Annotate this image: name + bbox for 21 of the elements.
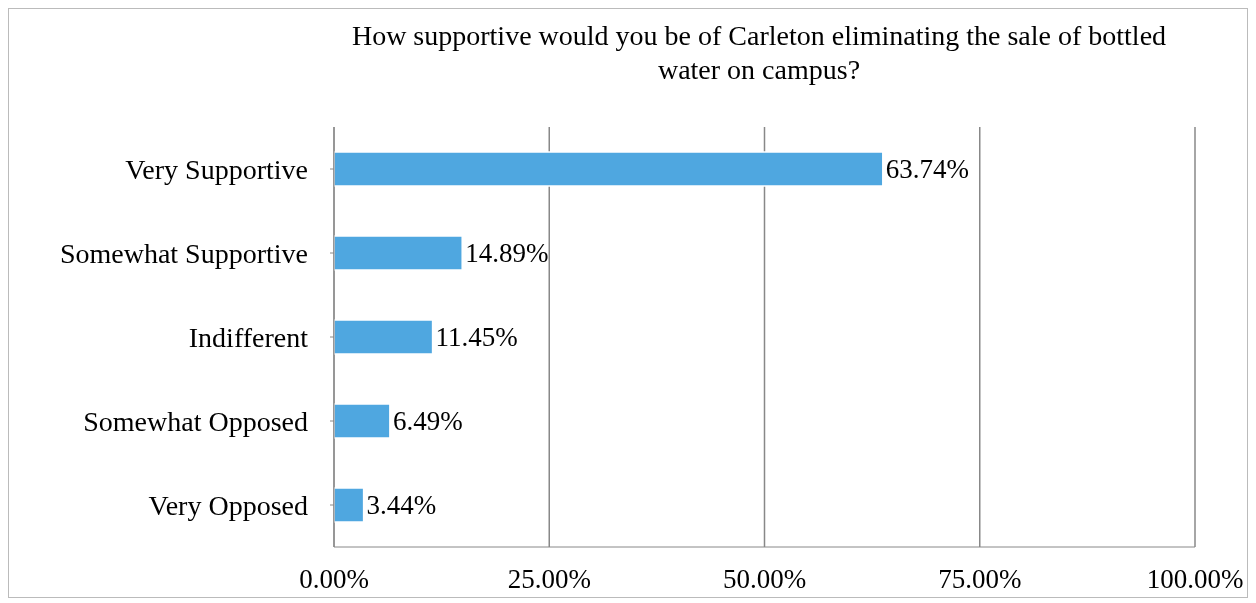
bar: [334, 403, 391, 439]
x-tick-label: 0.00%: [299, 564, 369, 595]
data-label: 14.89%: [465, 238, 549, 269]
y-tick-label: Indifferent: [188, 321, 309, 353]
data-label: 63.74%: [885, 154, 970, 185]
y-tick-label: Very Supportive: [125, 153, 308, 185]
data-label: 11.45%: [435, 322, 518, 353]
bar: [334, 235, 463, 271]
y-tick-label: Somewhat Opposed: [83, 405, 308, 437]
data-label: 3.44%: [366, 490, 437, 521]
chart-title: How supportive would you be of Carleton eliminating the sale of bottled water on campus?: [350, 19, 1168, 87]
y-tick-label: Somewhat Supportive: [59, 237, 308, 269]
x-tick-label: 75.00%: [938, 564, 1022, 595]
x-tick-label: 50.00%: [722, 564, 807, 595]
bar: [334, 319, 434, 355]
y-tick-label: Very Opposed: [148, 489, 308, 521]
x-tick-label: 25.00%: [507, 564, 591, 595]
bar: [334, 487, 365, 523]
bar: [334, 151, 884, 187]
data-label: 6.49%: [392, 406, 463, 437]
x-tick-label: 100.00%: [1146, 564, 1244, 595]
